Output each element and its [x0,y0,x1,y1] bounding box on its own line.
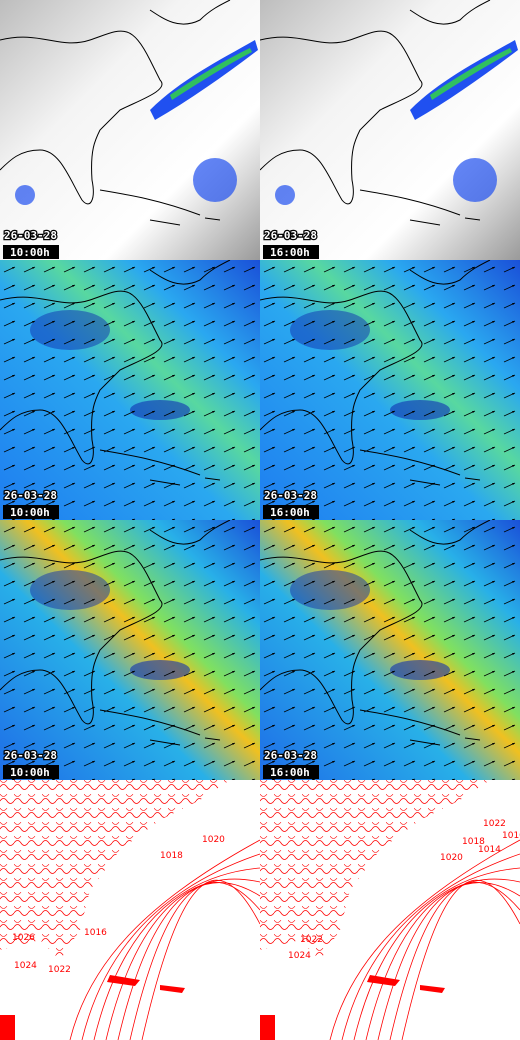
isobar [117,882,261,1040]
time-box [3,505,59,519]
map-panel: 26-03-28 10:00h [0,520,260,780]
wind-arrows [260,260,520,520]
panel-background [260,0,520,260]
time-box [263,245,319,259]
contour-label: 1022 [300,935,323,945]
precip-cell [15,185,35,205]
wind-arrows [0,520,260,780]
panel-time: 16:00h [270,246,310,259]
map-panel [0,780,261,1040]
map-panel: 26-03-28 16:00h [260,0,520,260]
map-panel [260,780,520,1040]
panel-time: 10:00h [10,506,50,519]
dense-contours [0,780,230,960]
contour-label: 1024 [14,961,37,971]
panel-date: 26-03-28 [4,229,57,242]
panel-time: 10:00h [10,766,50,779]
precip-core [430,48,512,100]
contour-label: 1020 [202,835,225,845]
contour-label: 1026 [12,933,35,943]
isobar [69,839,261,1040]
wind-arrows [260,520,520,780]
panel-date: 26-03-28 [4,489,57,502]
panel-date: 26-03-28 [264,229,317,242]
precip-cell [275,185,295,205]
contour-label: 1018 [160,851,183,861]
contour-label: 1022 [48,965,71,975]
map-panel: 26-03-28 16:00h [260,520,520,780]
map-panel: 26-03-28 16:00h [260,260,520,520]
panel-date: 26-03-28 [264,749,317,762]
contour-label: 1016 [502,831,520,841]
panel-time: 10:00h [10,246,50,259]
isobar [353,867,520,1040]
contour-label: 1018 [462,837,485,847]
precip-core [170,48,252,100]
panel-date: 26-03-28 [4,749,57,762]
precip-cell [193,158,237,202]
isobar [377,882,520,1040]
isobar [341,853,520,1040]
precip-cell [453,158,497,202]
contour-label: 1014 [478,845,501,855]
isobar [141,879,261,1040]
time-box [3,765,59,779]
contour-label: 1020 [440,853,463,863]
time-box [3,245,59,259]
isobar [401,879,520,1040]
panel-date: 26-03-28 [264,489,317,502]
panel-time: 16:00h [270,766,310,779]
time-box [263,505,319,519]
wind-arrows [0,260,260,520]
map-panel: 26-03-28 10:00h [0,260,260,520]
map-panel: 26-03-28 10:00h [0,0,260,260]
time-box [263,765,319,779]
isobar [329,839,520,1040]
contour-label: 1024 [288,951,311,961]
dense-contours [260,780,490,960]
contour-label: 1016 [84,928,107,938]
panel-background [0,0,260,260]
isobar [389,881,520,1040]
contour-label: 1022 [483,819,506,829]
panel-time: 16:00h [270,506,310,519]
isobar [81,853,261,1040]
isobar [93,867,261,1040]
isobar [129,881,261,1040]
